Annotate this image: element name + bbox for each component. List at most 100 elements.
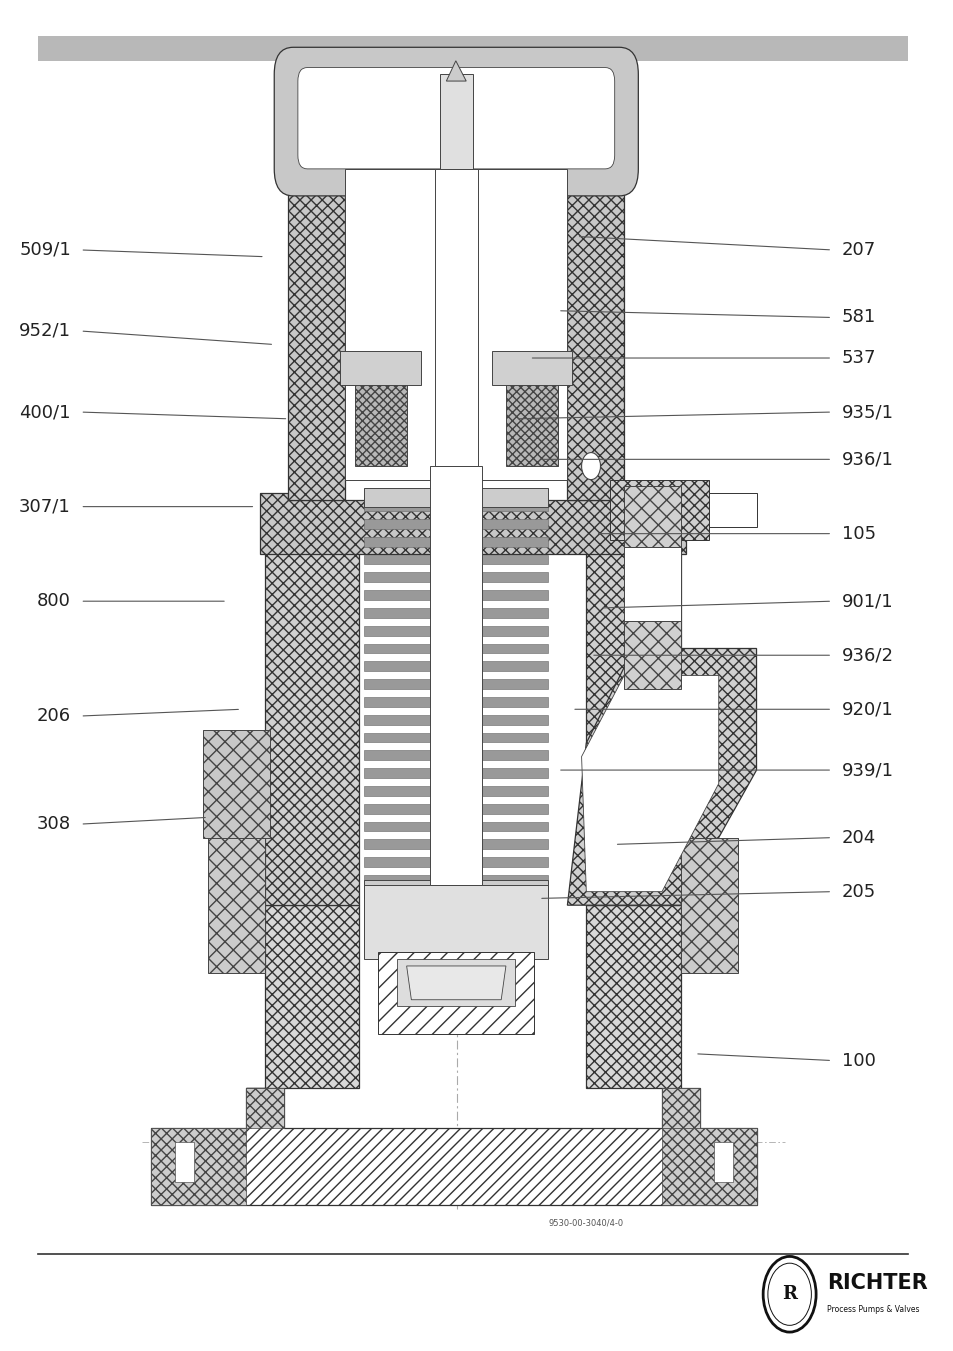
Text: Process Pumps & Valves: Process Pumps & Valves (826, 1305, 919, 1313)
Text: 204: 204 (841, 828, 875, 847)
Text: 537: 537 (841, 349, 875, 367)
Circle shape (581, 453, 599, 480)
Polygon shape (364, 858, 430, 867)
Polygon shape (246, 905, 359, 1088)
Polygon shape (203, 730, 270, 838)
Polygon shape (586, 540, 680, 905)
Polygon shape (482, 643, 548, 654)
Polygon shape (482, 839, 548, 850)
Polygon shape (340, 351, 420, 385)
Polygon shape (623, 547, 680, 621)
Polygon shape (482, 875, 548, 885)
Text: 936/1: 936/1 (841, 450, 893, 469)
Bar (713, 1142, 732, 1182)
Polygon shape (708, 493, 756, 527)
Polygon shape (364, 626, 430, 635)
Polygon shape (482, 732, 548, 743)
Polygon shape (364, 554, 430, 565)
Polygon shape (364, 715, 430, 724)
Text: 400/1: 400/1 (19, 403, 71, 422)
Polygon shape (482, 608, 548, 617)
Text: RICHTER: RICHTER (826, 1274, 927, 1293)
Polygon shape (364, 732, 430, 743)
Polygon shape (278, 101, 633, 169)
Text: 100: 100 (841, 1051, 875, 1070)
Polygon shape (435, 169, 477, 466)
Polygon shape (364, 608, 430, 617)
Bar (364, 488, 548, 507)
Text: 207: 207 (841, 240, 875, 259)
Text: 205: 205 (841, 882, 875, 901)
Text: 9530-00-3040/4-0: 9530-00-3040/4-0 (548, 1219, 623, 1227)
Polygon shape (482, 501, 548, 511)
Polygon shape (482, 786, 548, 796)
Polygon shape (364, 573, 430, 582)
Polygon shape (482, 519, 548, 528)
Text: 308: 308 (37, 815, 71, 834)
Polygon shape (586, 905, 680, 1088)
Polygon shape (661, 1128, 756, 1205)
Polygon shape (265, 540, 359, 905)
Polygon shape (288, 169, 345, 500)
Polygon shape (482, 858, 548, 867)
Bar (174, 1142, 193, 1182)
Polygon shape (623, 621, 680, 689)
Polygon shape (446, 61, 466, 81)
Polygon shape (355, 378, 406, 466)
Polygon shape (364, 662, 430, 671)
Polygon shape (482, 662, 548, 671)
Polygon shape (364, 804, 430, 813)
Polygon shape (482, 626, 548, 635)
Bar (364, 880, 548, 898)
Circle shape (762, 1256, 815, 1332)
Polygon shape (260, 493, 685, 554)
Polygon shape (491, 351, 572, 385)
Text: 952/1: 952/1 (19, 322, 71, 340)
Polygon shape (208, 838, 265, 973)
Polygon shape (661, 1088, 700, 1128)
Polygon shape (364, 519, 430, 528)
Polygon shape (482, 536, 548, 547)
Circle shape (767, 1263, 811, 1325)
Polygon shape (567, 169, 623, 500)
Polygon shape (345, 169, 567, 480)
Polygon shape (364, 680, 430, 689)
Polygon shape (439, 74, 473, 169)
Polygon shape (364, 769, 430, 778)
Polygon shape (406, 966, 505, 1000)
Polygon shape (152, 1088, 756, 1205)
Bar (38, 36, 907, 61)
Text: 935/1: 935/1 (841, 403, 893, 422)
Text: 936/2: 936/2 (841, 646, 893, 665)
Polygon shape (246, 1088, 283, 1128)
Text: R: R (781, 1285, 797, 1304)
Polygon shape (396, 959, 515, 1006)
Polygon shape (482, 680, 548, 689)
Polygon shape (623, 486, 680, 547)
Polygon shape (567, 648, 756, 905)
Polygon shape (364, 590, 430, 600)
Polygon shape (152, 1128, 246, 1205)
Polygon shape (364, 885, 548, 959)
Polygon shape (364, 501, 430, 511)
Polygon shape (581, 676, 718, 892)
Polygon shape (364, 750, 430, 761)
Polygon shape (364, 839, 430, 850)
FancyBboxPatch shape (274, 47, 638, 196)
Polygon shape (482, 804, 548, 813)
Polygon shape (378, 952, 534, 1034)
Polygon shape (430, 466, 482, 885)
Text: 920/1: 920/1 (841, 700, 892, 719)
Text: 901/1: 901/1 (841, 592, 892, 611)
Polygon shape (482, 715, 548, 724)
Polygon shape (482, 573, 548, 582)
Text: 509/1: 509/1 (19, 240, 71, 259)
Polygon shape (364, 643, 430, 654)
Polygon shape (482, 769, 548, 778)
Text: 206: 206 (37, 707, 71, 725)
Text: 307/1: 307/1 (19, 497, 71, 516)
Polygon shape (364, 875, 430, 885)
Polygon shape (505, 378, 558, 466)
Polygon shape (364, 536, 430, 547)
Polygon shape (482, 821, 548, 831)
